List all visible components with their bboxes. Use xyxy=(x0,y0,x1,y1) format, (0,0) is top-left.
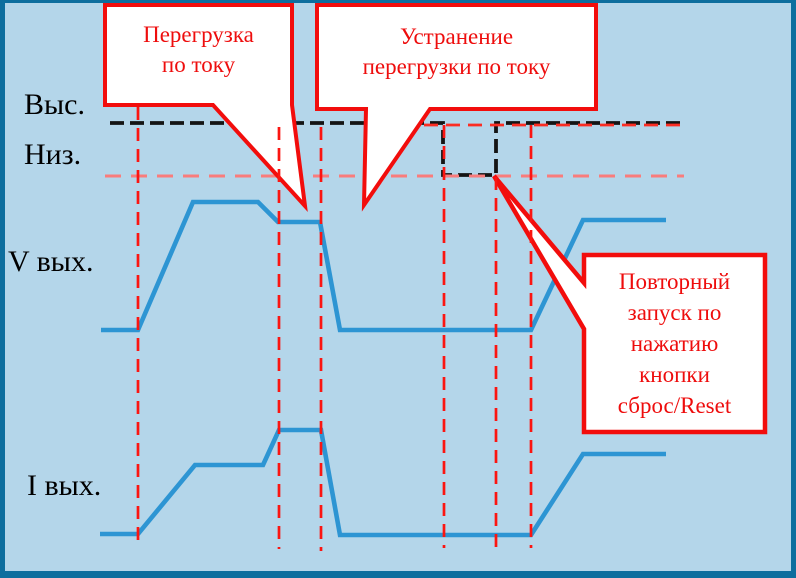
high-level-label: Выс. xyxy=(24,88,85,121)
i-out-waveform xyxy=(100,427,666,538)
low-level-label: Низ. xyxy=(24,138,82,171)
overload-callout-balloon xyxy=(103,3,308,213)
time-marker-grid-lines xyxy=(136,107,533,551)
removal-callout-balloon xyxy=(315,3,598,212)
restart-callout-balloon xyxy=(492,174,768,435)
v-out-label: V вых. xyxy=(8,245,94,278)
i-out-label: I вых. xyxy=(27,469,102,502)
